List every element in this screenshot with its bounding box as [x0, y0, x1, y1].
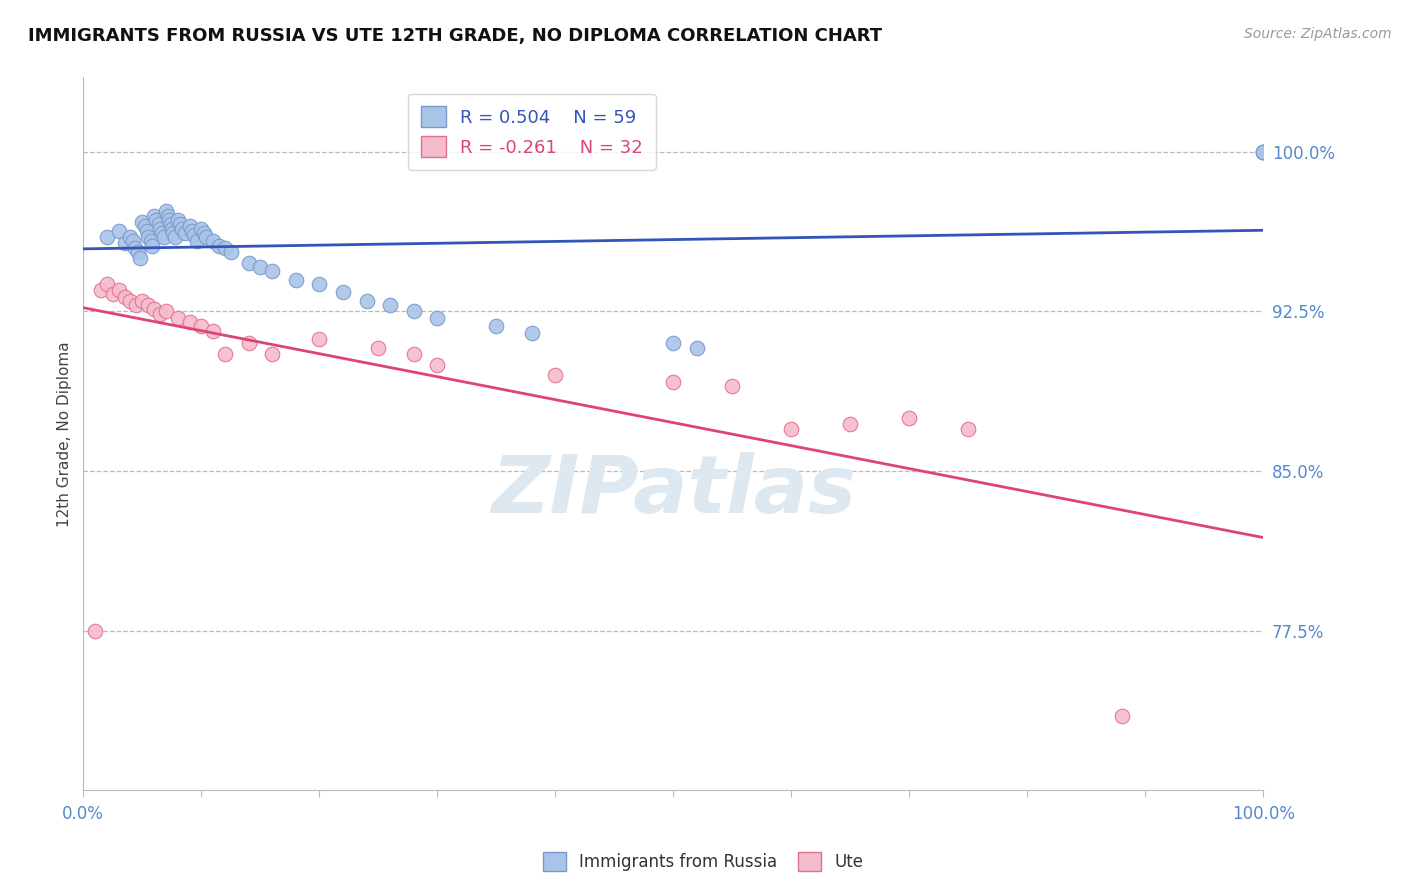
Point — [107, 224, 129, 238]
Point — [662, 336, 685, 351]
Point — [1253, 145, 1275, 159]
Point — [121, 234, 143, 248]
Point — [308, 277, 330, 291]
Legend: R = 0.504    N = 59, R = -0.261    N = 32: R = 0.504 N = 59, R = -0.261 N = 32 — [408, 94, 655, 169]
Point — [249, 260, 271, 274]
Point — [143, 302, 166, 317]
Point — [155, 304, 177, 318]
Point — [172, 221, 194, 235]
Point — [686, 341, 709, 355]
Point — [148, 217, 170, 231]
Point — [193, 226, 215, 240]
Point — [136, 230, 159, 244]
Point — [160, 221, 183, 235]
Point — [402, 347, 425, 361]
Point — [107, 283, 129, 297]
Point — [131, 293, 153, 308]
Point — [214, 347, 236, 361]
Point — [190, 319, 212, 334]
Point — [136, 298, 159, 312]
Point — [186, 234, 208, 248]
Point — [485, 319, 508, 334]
Point — [195, 230, 218, 244]
Point — [208, 238, 231, 252]
Point — [1111, 708, 1133, 723]
Point — [90, 283, 112, 297]
Point — [183, 227, 205, 242]
Point — [308, 332, 330, 346]
Point — [162, 226, 184, 240]
Point — [129, 252, 152, 266]
Point — [120, 293, 142, 308]
Point — [1253, 145, 1275, 159]
Point — [114, 236, 136, 251]
Point — [152, 230, 174, 244]
Text: Source: ZipAtlas.com: Source: ZipAtlas.com — [1244, 27, 1392, 41]
Point — [426, 310, 449, 325]
Point — [166, 310, 188, 325]
Point — [134, 219, 156, 234]
Point — [127, 244, 149, 259]
Point — [202, 324, 225, 338]
Point — [159, 217, 181, 231]
Point — [150, 226, 173, 240]
Point — [136, 224, 159, 238]
Point — [169, 217, 191, 231]
Point — [284, 272, 307, 286]
Point — [426, 358, 449, 372]
Point — [780, 421, 803, 435]
Point — [202, 234, 225, 248]
Point — [367, 341, 389, 355]
Point — [520, 326, 543, 340]
Point — [378, 298, 401, 312]
Point — [165, 230, 187, 244]
Point — [149, 307, 172, 321]
Point — [721, 379, 744, 393]
Point — [101, 287, 124, 301]
Point — [179, 219, 201, 234]
Point — [262, 264, 284, 278]
Point — [356, 293, 378, 308]
Point — [139, 234, 162, 248]
Point — [262, 347, 284, 361]
Point — [166, 213, 188, 227]
Point — [214, 241, 236, 255]
Point — [125, 298, 148, 312]
Point — [84, 624, 107, 638]
Point — [839, 417, 862, 432]
Point — [143, 209, 166, 223]
Point — [180, 224, 202, 238]
Point — [190, 221, 212, 235]
Point — [238, 336, 260, 351]
Point — [120, 230, 142, 244]
Point — [544, 368, 567, 383]
Point — [1253, 145, 1275, 159]
Point — [159, 213, 181, 227]
Point — [173, 226, 195, 240]
Point — [96, 230, 118, 244]
Point — [898, 410, 921, 425]
Point — [957, 421, 980, 435]
Point — [114, 289, 136, 303]
Point — [145, 213, 167, 227]
Point — [402, 304, 425, 318]
Point — [179, 315, 201, 329]
Point — [141, 238, 163, 252]
Point — [662, 375, 685, 389]
Text: ZIPatlas: ZIPatlas — [491, 452, 856, 530]
Point — [149, 221, 172, 235]
Point — [131, 215, 153, 229]
Point — [238, 255, 260, 269]
Legend: Immigrants from Russia, Ute: Immigrants from Russia, Ute — [534, 843, 872, 880]
Point — [96, 277, 118, 291]
Point — [155, 204, 177, 219]
Y-axis label: 12th Grade, No Diploma: 12th Grade, No Diploma — [58, 341, 72, 526]
Text: IMMIGRANTS FROM RUSSIA VS UTE 12TH GRADE, NO DIPLOMA CORRELATION CHART: IMMIGRANTS FROM RUSSIA VS UTE 12TH GRADE… — [28, 27, 882, 45]
Point — [124, 241, 146, 255]
Point — [157, 209, 180, 223]
Point — [219, 244, 242, 259]
Point — [332, 285, 354, 300]
